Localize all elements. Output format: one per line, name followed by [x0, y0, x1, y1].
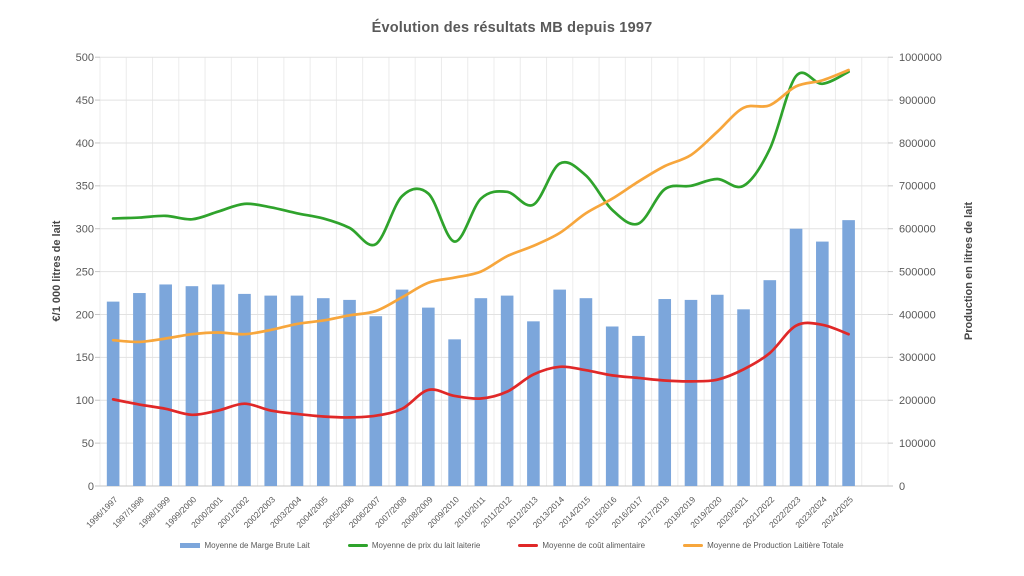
- right-axis-tick-label: 0: [899, 481, 905, 493]
- legend-label: Moyenne de prix du lait laiterie: [371, 541, 481, 550]
- right-axis-tick-label: 500000: [899, 266, 936, 278]
- right-axis-tick-label: 200000: [899, 395, 936, 407]
- bar-2024/2025[interactable]: [842, 220, 855, 486]
- bar-2020/2021[interactable]: [737, 309, 750, 486]
- line-production-laitiere-totale[interactable]: [111, 68, 850, 344]
- bar-2023/2024[interactable]: [816, 241, 829, 486]
- bar-2022/2023[interactable]: [789, 228, 803, 486]
- bar-2012/2013[interactable]: [527, 321, 540, 486]
- chart-title: Évolution des résultats MB depuis 1997: [371, 20, 653, 36]
- left-axis-tick-label: 50: [82, 438, 94, 450]
- left-axis-tick-label: 500: [76, 52, 94, 64]
- bar-2013/2014[interactable]: [553, 289, 566, 486]
- legend-bar-swatch-icon: [180, 543, 201, 548]
- bar-2003/2004[interactable]: [290, 295, 304, 486]
- bar-2005/2006[interactable]: [343, 299, 356, 486]
- bar-2009/2010[interactable]: [448, 339, 461, 486]
- right-axis-title: Production en litres de lait: [963, 201, 975, 341]
- bar-1998/1999[interactable]: [159, 284, 172, 486]
- legend-item-marge-brute-lait[interactable]: Moyenne de Marge Brute Lait: [180, 541, 310, 550]
- bar-2010/2011[interactable]: [474, 298, 488, 486]
- legend-label: Moyenne de Marge Brute Lait: [204, 541, 310, 550]
- bar-2006/2007[interactable]: [369, 316, 383, 486]
- left-axis-tick-label: 0: [88, 481, 94, 493]
- left-axis-tick-label: 100: [76, 395, 94, 407]
- legend-label: Moyenne de Production Laitière Totale: [707, 541, 844, 550]
- legend: Moyenne de Marge Brute Lait Moyenne de pr…: [0, 541, 1024, 550]
- bar-2008/2009[interactable]: [422, 307, 435, 486]
- right-axis-tick-label: 800000: [899, 138, 936, 150]
- legend-item-cout-alimentaire[interactable]: Moyenne de coût alimentaire: [518, 541, 645, 550]
- bar-2000/2001[interactable]: [211, 284, 225, 486]
- bar-2001/2002[interactable]: [238, 293, 251, 486]
- bar-2018/2019[interactable]: [684, 299, 698, 486]
- legend-line-swatch-icon: [518, 544, 539, 547]
- legend-line-swatch-icon: [347, 544, 368, 547]
- bar-2016/2017[interactable]: [632, 335, 645, 486]
- bar-2019/2020[interactable]: [710, 294, 724, 486]
- bar-1996/1997[interactable]: [106, 301, 120, 486]
- bar-1999/2000[interactable]: [185, 286, 199, 486]
- bar-2002/2003[interactable]: [264, 295, 278, 486]
- left-axis-tick-label: 400: [76, 138, 94, 150]
- bar-1997/1998[interactable]: [133, 293, 146, 486]
- right-axis-tick-label: 400000: [899, 309, 936, 321]
- line-prix-du-lait-laiterie[interactable]: [111, 70, 850, 247]
- legend-label: Moyenne de coût alimentaire: [542, 541, 646, 550]
- line-cout-alimentaire[interactable]: [111, 321, 850, 419]
- left-axis-tick-label: 150: [76, 352, 94, 364]
- left-axis-tick-label: 250: [76, 266, 94, 278]
- left-axis-tick-label: 450: [76, 95, 94, 107]
- right-axis-tick-label: 900000: [899, 95, 936, 107]
- right-axis-tick-label: 700000: [899, 181, 936, 193]
- right-axis-tick-label: 1000000: [899, 52, 942, 64]
- legend-line-swatch-icon: [683, 544, 704, 547]
- right-axis-tick-label: 600000: [899, 224, 936, 236]
- legend-item-production-laitiere-totale[interactable]: Moyenne de Production Laitière Totale: [683, 541, 844, 550]
- legend-item-prix-du-lait-laiterie[interactable]: Moyenne de prix du lait laiterie: [347, 541, 481, 550]
- right-axis-tick-label: 300000: [899, 352, 936, 364]
- left-axis-title: €/1 000 litres de lait: [51, 220, 63, 322]
- bar-2007/2008[interactable]: [395, 289, 409, 486]
- left-axis-tick-label: 350: [76, 181, 94, 193]
- left-axis-tick-label: 200: [76, 309, 94, 321]
- bar-2017/2018[interactable]: [658, 299, 672, 486]
- bar-2021/2022[interactable]: [763, 280, 777, 486]
- bar-2015/2016[interactable]: [605, 326, 619, 486]
- bar-2014/2015[interactable]: [579, 298, 593, 486]
- left-axis-tick-label: 300: [76, 224, 94, 236]
- bar-2004/2005[interactable]: [316, 298, 330, 486]
- right-axis-tick-label: 100000: [899, 438, 936, 450]
